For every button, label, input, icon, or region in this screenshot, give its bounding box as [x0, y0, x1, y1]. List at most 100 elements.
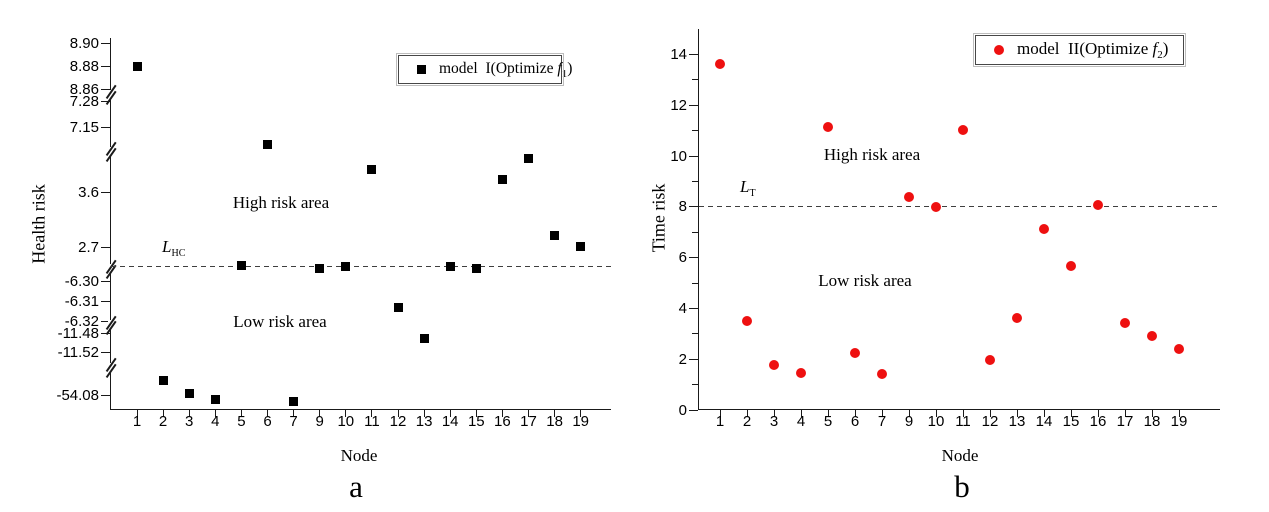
- x-tick: [240, 410, 242, 417]
- threshold-symbol: L: [740, 177, 750, 196]
- y-minor-tick: [692, 180, 698, 182]
- legend-label-b: model II(Optimize f2): [1017, 39, 1169, 61]
- x-tick-label: 6: [263, 413, 272, 430]
- x-tick: [773, 410, 775, 417]
- x-tick-label: 15: [467, 413, 485, 430]
- y-tick-label: -54.08: [56, 386, 99, 404]
- x-tick: [1151, 410, 1153, 417]
- data-point: [341, 261, 351, 271]
- legend-b: model II(Optimize f2): [973, 33, 1186, 67]
- data-point: [550, 230, 560, 240]
- x-tick-label: 11: [955, 413, 971, 430]
- data-point: [1012, 313, 1022, 324]
- x-tick: [554, 410, 556, 417]
- legend-a: model I(Optimize f1): [396, 53, 572, 86]
- y-tick: [101, 352, 110, 354]
- x-tick-label: 3: [185, 413, 194, 430]
- y-tick-label: 7.15: [69, 118, 99, 136]
- y-tick-label: 4: [678, 299, 687, 317]
- x-tick: [1097, 410, 1099, 417]
- y-tick-label: 3.6: [78, 183, 99, 201]
- y-tick: [101, 280, 110, 282]
- x-tick-label: 12: [981, 413, 999, 430]
- x-tick-label: 13: [1008, 413, 1026, 430]
- x-tick-label: 7: [877, 413, 887, 430]
- x-tick: [528, 410, 529, 417]
- y-tick: [101, 394, 110, 396]
- data-point: [132, 61, 142, 71]
- x-tick: [800, 410, 802, 417]
- data-point: [184, 388, 194, 398]
- y-tick-label: 8.86: [69, 80, 99, 98]
- annotation-low-risk-a: Low risk area: [233, 312, 327, 331]
- x-tick-label: 18: [1143, 413, 1161, 430]
- y-minor-tick: [692, 282, 698, 284]
- data-point: [445, 262, 455, 272]
- x-tick: [1016, 410, 1018, 417]
- y-tick-label: -6.31: [64, 292, 99, 310]
- y-minor-tick: [692, 384, 698, 386]
- x-tick-label: 17: [520, 413, 537, 430]
- y-axis-line: [697, 29, 699, 410]
- data-point: [315, 263, 325, 273]
- y-tick: [689, 155, 698, 157]
- x-tick-label: 13: [415, 413, 433, 430]
- x-tick-label: 2: [742, 413, 752, 430]
- x-tick: [1178, 410, 1180, 417]
- data-point: [289, 397, 299, 407]
- annotation-high-risk-a: High risk area: [232, 193, 330, 212]
- x-tick-label: 14: [1035, 413, 1053, 430]
- y-minor-tick: [692, 333, 698, 335]
- y-tick-label: 10: [670, 147, 687, 165]
- x-tick: [908, 410, 910, 417]
- y-tick-label: 12: [670, 96, 687, 114]
- data-point: [158, 376, 168, 386]
- y-tick-label: 2.7: [78, 239, 99, 257]
- legend-marker-circle-icon: [994, 45, 1004, 55]
- y-tick: [689, 307, 698, 309]
- x-axis-title-a: Node: [340, 446, 378, 465]
- x-tick-label: 5: [237, 413, 246, 430]
- data-point: [931, 201, 941, 212]
- y-tick-label: 2: [678, 350, 687, 368]
- annotation-high-risk-b: High risk area: [823, 145, 921, 164]
- x-tick-label: 4: [796, 413, 806, 430]
- x-tick-label: 1: [132, 413, 142, 430]
- x-tick: [1043, 410, 1045, 417]
- x-tick-label: 2: [158, 413, 168, 430]
- threshold-subscript: T: [749, 188, 756, 199]
- x-tick: [827, 410, 829, 417]
- x-tick: [501, 410, 503, 417]
- data-point: [850, 347, 860, 358]
- x-tick-label: 15: [1062, 413, 1080, 430]
- annotation-low-risk-b: Low risk area: [818, 271, 912, 290]
- x-tick-label: 16: [494, 413, 511, 430]
- x-tick: [580, 410, 582, 417]
- threshold-label-b: LT: [740, 177, 756, 199]
- data-point: [904, 191, 914, 202]
- y-axis-title-b: Time risk: [648, 183, 669, 253]
- data-point: [715, 58, 725, 69]
- data-point: [1174, 344, 1184, 355]
- x-tick: [267, 410, 268, 417]
- data-point: [210, 394, 220, 404]
- x-tick-label: 12: [389, 413, 407, 430]
- y-tick: [101, 300, 110, 302]
- data-point: [576, 242, 586, 252]
- axis-break-gap: [108, 362, 112, 373]
- x-tick: [962, 410, 964, 417]
- y-tick: [689, 206, 698, 208]
- legend-marker-square-icon: [417, 65, 426, 74]
- threshold-symbol: L: [162, 237, 172, 256]
- x-tick-label: 14: [441, 413, 459, 430]
- x-tick-label: 17: [1116, 413, 1134, 430]
- y-tick-label: 14: [670, 45, 687, 63]
- x-tick: [1124, 410, 1126, 417]
- data-point: [393, 302, 403, 312]
- y-tick: [689, 358, 698, 360]
- data-point: [524, 154, 533, 164]
- y-tick-label: 7.28: [69, 93, 99, 111]
- data-point: [769, 359, 779, 370]
- data-point: [796, 368, 806, 379]
